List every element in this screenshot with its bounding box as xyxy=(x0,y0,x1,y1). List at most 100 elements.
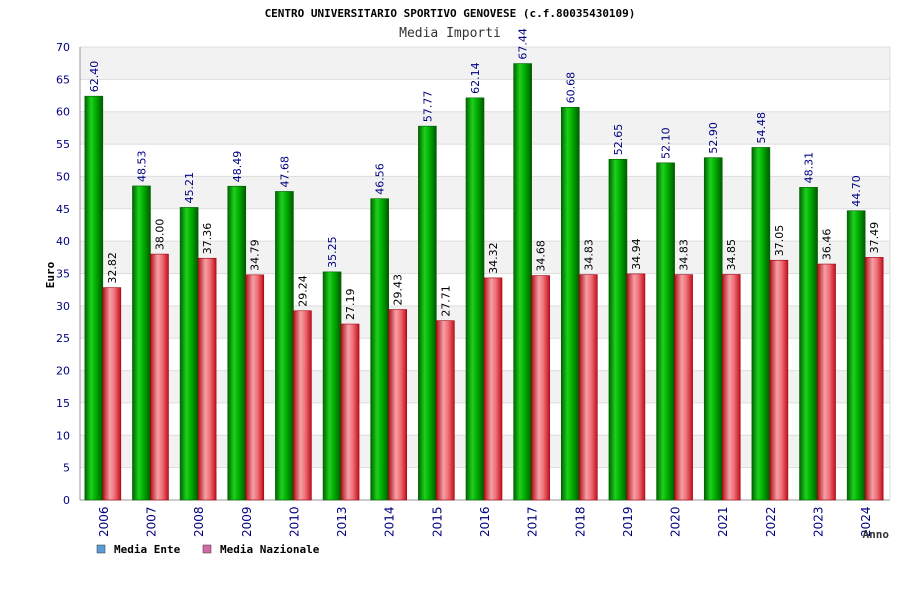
x-tick-label: 2022 xyxy=(764,506,778,537)
data-label-media-nazionale: 37.49 xyxy=(868,222,881,254)
data-label-media-nazionale: 34.83 xyxy=(678,239,691,271)
bar-media-ente xyxy=(227,185,247,501)
data-label-media-nazionale: 34.83 xyxy=(582,239,595,271)
y-tick-label: 60 xyxy=(56,106,70,119)
bar-media-ente xyxy=(465,97,485,501)
bar-media-nazionale xyxy=(721,274,741,501)
data-label-media-ente: 54.48 xyxy=(755,112,768,144)
x-tick-label: 2010 xyxy=(287,506,301,537)
y-tick-label: 25 xyxy=(56,332,70,345)
bar-media-nazionale xyxy=(531,275,550,501)
bar-media-ente xyxy=(751,147,771,501)
y-tick-label: 55 xyxy=(56,138,70,151)
x-axis-label: Anno xyxy=(863,528,890,541)
data-label-media-ente: 52.65 xyxy=(612,124,625,156)
x-tick-label: 2023 xyxy=(812,506,826,537)
data-label-media-nazionale: 29.43 xyxy=(392,274,405,306)
bar-media-nazionale xyxy=(817,263,836,501)
x-tick-label: 2020 xyxy=(669,506,683,537)
legend: Media Ente Media Nazionale xyxy=(96,543,320,556)
bar-media-nazionale xyxy=(578,274,598,501)
grid-band xyxy=(80,79,890,112)
bar-media-ente xyxy=(275,191,294,501)
x-tick-labels: 2006 2007 2008 2009 2010 2013 2014 2015 2016 2017… xyxy=(97,506,873,537)
data-label-media-nazionale: 34.68 xyxy=(535,240,548,272)
x-tick-label: 2013 xyxy=(335,506,349,537)
y-tick-label: 50 xyxy=(56,170,70,183)
data-label-media-ente: 52.10 xyxy=(660,127,673,159)
data-label-media-ente: 46.56 xyxy=(374,163,387,195)
bar-media-nazionale xyxy=(150,253,169,501)
bar-media-ente xyxy=(560,107,580,501)
data-label-media-nazionale: 36.46 xyxy=(821,229,834,261)
x-tick-label: 2018 xyxy=(573,506,587,537)
bar-media-ente xyxy=(513,63,532,501)
data-label-media-nazionale: 34.85 xyxy=(725,239,738,271)
y-tick-label: 10 xyxy=(56,429,70,442)
y-tick-label: 35 xyxy=(56,268,70,281)
bar-media-ente xyxy=(846,210,866,501)
grid-band xyxy=(80,111,890,145)
data-label-media-ente: 48.53 xyxy=(135,150,148,182)
bars xyxy=(84,63,884,501)
data-label-media-ente: 62.14 xyxy=(469,62,482,94)
y-tick-labels: 0 5 10 15 20 25 30 35 40 45 50 55 60 65 70 xyxy=(56,41,70,507)
bar-media-nazionale xyxy=(436,320,455,501)
data-label-media-ente: 35.25 xyxy=(326,236,339,268)
chart-subtitle: Media Importi xyxy=(399,26,501,41)
data-label-media-nazionale: 32.82 xyxy=(106,252,119,284)
bar-media-ente xyxy=(84,95,104,501)
y-tick-label: 0 xyxy=(63,494,70,507)
bar-media-nazionale xyxy=(102,287,122,501)
bar-media-nazionale xyxy=(769,259,789,501)
x-tick-label: 2024 xyxy=(859,506,873,537)
data-label-media-ente: 44.70 xyxy=(850,175,863,207)
data-label-media-nazionale: 34.94 xyxy=(630,238,643,270)
data-label-media-ente: 48.49 xyxy=(231,151,244,183)
legend-swatch-media-nazionale xyxy=(202,544,212,554)
x-tick-label: 2019 xyxy=(621,506,635,537)
y-tick-label: 5 xyxy=(63,462,70,475)
x-tick-label: 2014 xyxy=(383,506,397,537)
chart-title: CENTRO UNIVERSITARIO SPORTIVO GENOVESE (… xyxy=(265,7,636,20)
bar-media-nazionale xyxy=(674,274,693,501)
bar-media-nazionale xyxy=(197,257,217,501)
legend-swatch-media-ente xyxy=(96,544,106,554)
bar-media-nazionale xyxy=(293,310,312,501)
data-label-media-ente: 45.21 xyxy=(183,172,196,204)
x-tick-label: 2016 xyxy=(478,506,492,537)
bar-media-ente xyxy=(322,271,342,501)
data-label-media-ente: 60.68 xyxy=(564,72,577,104)
legend-label-media-nazionale: Media Nazionale xyxy=(220,543,320,556)
y-tick-label: 40 xyxy=(56,235,70,248)
y-tick-label: 20 xyxy=(56,365,70,378)
bar-media-nazionale xyxy=(864,257,884,501)
x-tick-label: 2007 xyxy=(144,506,158,537)
grid-band xyxy=(80,47,890,80)
x-tick-label: 2021 xyxy=(716,506,730,537)
x-tick-label: 2006 xyxy=(97,506,111,537)
x-tick-label: 2017 xyxy=(526,506,540,537)
data-label-media-ente: 67.44 xyxy=(517,28,530,60)
bar-media-nazionale xyxy=(388,309,408,501)
data-label-media-nazionale: 27.71 xyxy=(439,285,452,317)
bar-media-ente xyxy=(608,158,628,501)
y-tick-label: 30 xyxy=(56,300,70,313)
data-label-media-ente: 48.31 xyxy=(803,152,816,184)
y-tick-label: 45 xyxy=(56,203,70,216)
bar-media-ente xyxy=(656,162,675,501)
data-label-media-nazionale: 34.79 xyxy=(249,239,262,271)
bar-media-ente xyxy=(703,157,723,501)
y-tick-label: 15 xyxy=(56,397,70,410)
data-label-media-nazionale: 29.24 xyxy=(296,275,309,307)
y-axis-label: Euro xyxy=(44,261,57,288)
data-label-media-nazionale: 34.32 xyxy=(487,242,500,274)
data-label-media-nazionale: 37.05 xyxy=(773,225,786,257)
data-label-media-nazionale: 38.00 xyxy=(153,219,166,251)
bar-media-nazionale xyxy=(626,273,646,501)
bar-media-nazionale xyxy=(340,323,360,501)
bar-media-ente xyxy=(179,207,199,501)
x-tick-label: 2015 xyxy=(430,506,444,537)
bar-media-ente xyxy=(799,187,818,501)
